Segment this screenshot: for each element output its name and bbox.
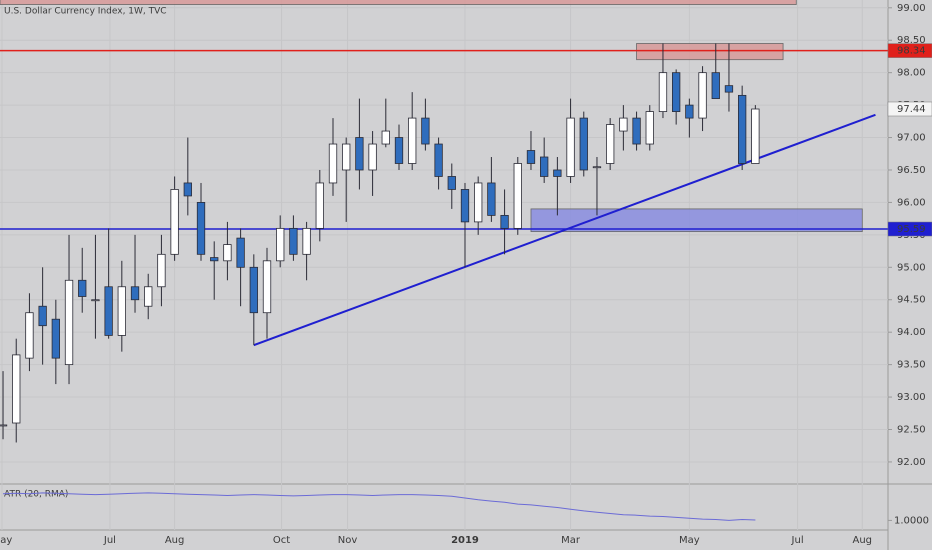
candle-body xyxy=(130,286,140,301)
y-tick-label: 92.00 xyxy=(897,457,926,468)
candle-body xyxy=(513,163,522,229)
candle-body xyxy=(104,286,113,336)
candle-body xyxy=(645,111,654,145)
candle-body xyxy=(117,286,126,336)
candle-body xyxy=(606,124,615,164)
price-label: 97.44 xyxy=(897,104,926,115)
y-tick-label: 94.50 xyxy=(897,295,926,306)
candle-body xyxy=(460,189,470,223)
y-tick-label: 99.00 xyxy=(897,3,926,14)
y-tick-label: 96.00 xyxy=(897,197,926,208)
candle-body xyxy=(144,286,153,307)
candle-body xyxy=(170,189,179,255)
candle-body xyxy=(711,72,720,100)
candle-body xyxy=(738,94,747,164)
x-tick-label: Oct xyxy=(273,535,290,546)
candle-body xyxy=(342,143,351,171)
candle-body xyxy=(262,260,272,314)
candle-body xyxy=(685,104,694,119)
indicator-name: ATR (20, RMA) xyxy=(4,490,68,500)
candle-body xyxy=(724,85,734,93)
price-label: 95.59 xyxy=(897,224,926,235)
price-label-box xyxy=(887,43,932,58)
candle-body xyxy=(302,227,311,255)
candle-body xyxy=(196,202,206,255)
y-tick-label: 94.00 xyxy=(897,327,926,338)
trendline xyxy=(253,113,876,347)
y-tick-label: 92.50 xyxy=(897,425,926,436)
candle-body xyxy=(249,266,258,314)
candle-body xyxy=(421,117,430,145)
x-tick-label: Nov xyxy=(338,535,358,546)
zone xyxy=(530,208,863,233)
candle-body xyxy=(78,279,87,297)
candle-body xyxy=(223,244,232,262)
candle-body xyxy=(355,137,364,171)
candle-body xyxy=(210,257,219,262)
candle-body xyxy=(38,305,47,327)
candle-body xyxy=(394,137,404,164)
candle-body xyxy=(474,182,483,223)
candle-body xyxy=(553,169,562,177)
y-tick-label: 93.50 xyxy=(897,360,926,371)
x-tick-label: Mar xyxy=(561,535,581,546)
candle-body xyxy=(64,279,74,366)
price-label: 98.34 xyxy=(897,46,926,57)
candle-body xyxy=(157,253,166,288)
y-tick-label: 98.00 xyxy=(897,68,926,79)
y-tick-label: 96.50 xyxy=(897,165,926,176)
price-label-box xyxy=(887,101,932,117)
y-tick-label: 95.00 xyxy=(897,262,926,273)
candle-body xyxy=(487,182,496,216)
chart-title: U.S. Dollar Currency Index, 1W, TVC xyxy=(4,7,167,17)
candle-body xyxy=(408,117,417,164)
candle-body xyxy=(540,156,549,177)
candle-body xyxy=(658,72,668,112)
candle-body xyxy=(592,166,602,169)
candle-body xyxy=(381,130,390,145)
candle-body xyxy=(447,176,456,190)
x-tick-label: Aug xyxy=(852,535,872,546)
candle-body xyxy=(276,227,285,262)
candle-body xyxy=(500,214,509,229)
candle-body xyxy=(12,354,21,424)
indicator-line xyxy=(2,492,756,521)
candle-body xyxy=(632,117,641,145)
candle-body xyxy=(25,312,34,359)
candle-body xyxy=(566,117,575,177)
candle-body xyxy=(0,424,8,427)
plot xyxy=(0,0,888,530)
y-tick-label: 93.00 xyxy=(897,392,926,403)
candle-body xyxy=(579,117,588,171)
zone xyxy=(0,0,797,5)
candle-body xyxy=(51,318,60,359)
price-label-box xyxy=(887,221,932,237)
candle-body xyxy=(236,237,245,268)
x-tick-label: May xyxy=(0,535,12,546)
y-tick-label: 98.50 xyxy=(897,35,926,46)
candle-body xyxy=(619,117,628,132)
candle-body xyxy=(315,182,324,229)
candle-body xyxy=(526,150,536,164)
x-tick-label: Jul xyxy=(791,535,804,546)
candle-body xyxy=(289,227,298,255)
candle-body xyxy=(698,72,707,119)
candle-body xyxy=(328,143,338,184)
x-tick-label: Jul xyxy=(103,535,116,546)
candle-body xyxy=(751,108,760,164)
candle-body xyxy=(434,143,443,177)
candle-body xyxy=(183,182,192,197)
x-tick-label: 2019 xyxy=(451,535,479,546)
x-tick-label: May xyxy=(679,535,700,546)
zone xyxy=(636,43,784,61)
y-tick-label: 1.0000 xyxy=(894,515,929,526)
y-tick-label: 97.00 xyxy=(897,133,926,144)
candle-body xyxy=(672,72,681,112)
candle-body xyxy=(368,143,377,171)
candle-body xyxy=(91,299,100,302)
x-tick-label: Aug xyxy=(165,535,185,546)
